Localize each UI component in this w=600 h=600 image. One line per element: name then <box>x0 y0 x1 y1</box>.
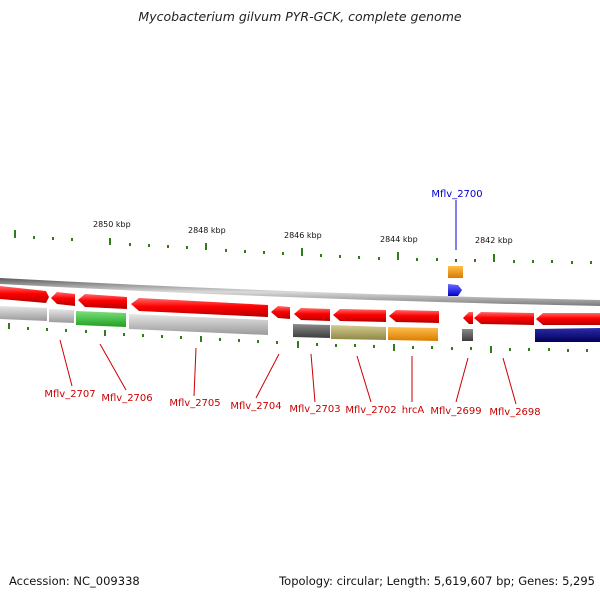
gene-arrow-mflv-2703[interactable] <box>294 308 330 321</box>
ruler-ticks-bottom <box>8 323 588 353</box>
gene-label[interactable]: Mflv_2699 <box>430 406 481 417</box>
gene-arrow-hrca[interactable] <box>389 310 439 323</box>
gene-arrow-mflv-2707[interactable] <box>51 292 75 306</box>
gene-label[interactable]: Mflv_2704 <box>230 401 281 412</box>
ruler-ticks-top <box>14 230 592 264</box>
gene-label[interactable]: Mflv_2705 <box>169 398 220 409</box>
gene-arrow-mflv-2704[interactable] <box>271 306 290 319</box>
gene-arrow-mflv-2700[interactable] <box>448 284 462 296</box>
gene-label[interactable]: Mflv_2698 <box>489 407 540 418</box>
gene-arrow-mflv-2699[interactable] <box>463 312 473 324</box>
gene-arrow-left-edge[interactable] <box>0 286 49 303</box>
ruler-label: 2846 kbp <box>284 231 322 240</box>
gene-arrow-right-edge[interactable] <box>536 313 600 325</box>
gene-arrow-mflv-2705[interactable] <box>131 298 268 317</box>
topology-text: Topology: circular; Length: 5,619,607 bp… <box>279 574 595 588</box>
gene-label[interactable]: Mflv_2702 <box>345 405 396 416</box>
ruler-label: 2844 kbp <box>380 235 418 244</box>
category-bar-orange <box>448 266 463 278</box>
label-connectors <box>59 339 517 405</box>
gene-label[interactable]: Mflv_2707 <box>44 389 95 400</box>
gene-label[interactable]: Mflv_2706 <box>101 393 152 404</box>
ruler-label: 2842 kbp <box>475 236 513 245</box>
ruler-label: 2848 kbp <box>188 226 226 235</box>
gene-label[interactable]: hrcA <box>402 405 425 416</box>
genome-title: Mycobacterium gilvum PYR-GCK, complete g… <box>138 9 462 24</box>
accession-text: Accession: NC_009338 <box>9 574 140 588</box>
gene-label[interactable]: Mflv_2703 <box>289 404 340 415</box>
category-bars <box>0 306 600 342</box>
genome-backbone <box>0 278 600 306</box>
ruler-label: 2850 kbp <box>93 220 131 229</box>
gene-arrow-mflv-2698[interactable] <box>474 312 534 325</box>
gene-arrow-mflv-2706[interactable] <box>78 294 127 309</box>
gene-arrow-mflv-2702[interactable] <box>333 309 386 322</box>
gene-label[interactable]: Mflv_2700 <box>431 189 482 200</box>
reverse-strand-genes <box>0 286 600 325</box>
